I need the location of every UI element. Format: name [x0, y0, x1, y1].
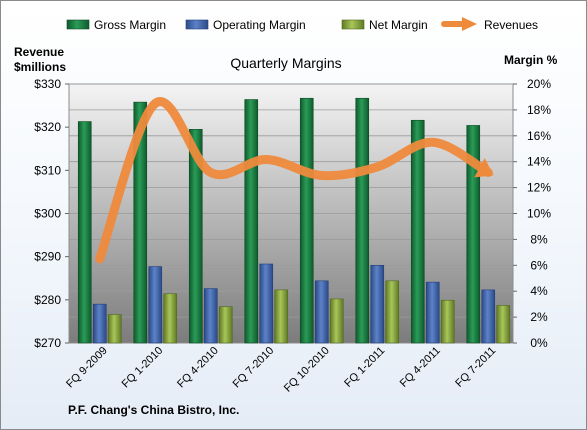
legend-operating-margin: Operating Margin: [213, 18, 306, 32]
y-right-tick-label: 0%: [530, 336, 548, 350]
net-margin-bar: [107, 314, 122, 344]
x-category-label: FQ 9-2009: [64, 345, 110, 391]
y-right-tick-label: 20%: [527, 77, 551, 91]
bars: [77, 97, 511, 344]
y-left-tick-label: $280: [34, 293, 61, 307]
operating-margin-bar: [314, 280, 329, 344]
y-right-tick-label: 16%: [527, 129, 551, 143]
operating-margin-bar: [203, 288, 218, 344]
y-left-tick-label: $290: [34, 250, 61, 264]
company-name: P.F. Chang's China Bistro, Inc.: [68, 403, 239, 417]
net-margin-bar: [274, 289, 289, 344]
legend-gross-margin: Gross Margin: [94, 18, 166, 32]
gross-margin-bar: [410, 119, 425, 344]
gross-margin-bar: [244, 99, 259, 344]
net-margin-bar: [163, 293, 178, 344]
operating-margin-bar: [370, 264, 385, 344]
revenue-line: [95, 97, 494, 264]
x-category-labels: FQ 9-2009 FQ 1-2010 FQ 4-2010 FQ 7-2010 FQ 1…: [64, 345, 498, 395]
legend-revenues: Revenues: [484, 18, 538, 32]
net-margin-bar: [218, 306, 233, 344]
y-right-tick-label: 2%: [530, 310, 548, 324]
chart-title: Quarterly Margins: [230, 55, 341, 71]
gross-margin-bar: [466, 125, 481, 344]
gross-margin-bar: [133, 101, 148, 344]
gross-margin-bar: [77, 121, 92, 344]
x-category-label: FQ 4-2011: [398, 345, 443, 390]
y-right-title: Margin %: [504, 53, 558, 67]
operating-margin-bar: [481, 289, 496, 344]
x-category-label: FQ 10-2010: [282, 345, 332, 395]
legend-swatch-revenues: [441, 17, 477, 31]
y-left-tick-label: $330: [34, 77, 61, 91]
gross-margin-bar: [299, 97, 314, 344]
y-right-tick-label: 6%: [530, 258, 548, 272]
y-right-tick-label: 10%: [527, 207, 551, 221]
operating-margin-bar: [148, 266, 163, 344]
legend: Gross Margin Operating Margin Net Margin…: [66, 17, 538, 32]
y-right-tick-label: 18%: [527, 103, 551, 117]
x-category-label: FQ 1-2010: [120, 345, 166, 391]
operating-margin-bar: [92, 303, 107, 344]
y-right-tick-label: 14%: [527, 155, 551, 169]
y-left-ticks: $270 $280 $290 $300 $310 $320 $330: [34, 77, 69, 350]
net-margin-bar: [385, 280, 400, 344]
y-left-tick-label: $300: [34, 207, 61, 221]
operating-margin-bar: [259, 263, 274, 344]
legend-net-margin: Net Margin: [369, 18, 428, 32]
net-margin-bar: [329, 298, 344, 344]
x-category-label: FQ 1-2011: [342, 345, 387, 390]
y-right-ticks: 0% 2% 4% 6% 8% 10% 12% 14% 16% 18% 20%: [513, 77, 551, 350]
y-right-tick-label: 4%: [530, 284, 548, 298]
net-margin-bar: [440, 299, 455, 344]
legend-swatch-operating-margin: [185, 19, 209, 30]
gross-margin-bar: [355, 97, 370, 344]
gross-margin-bar: [188, 129, 203, 344]
operating-margin-bar: [425, 281, 440, 344]
net-margin-bar: [496, 305, 511, 344]
y-left-tick-label: $320: [34, 120, 61, 134]
y-left-tick-label: $270: [34, 336, 61, 350]
y-right-tick-label: 12%: [527, 181, 551, 195]
revenue-line-arrowhead: [474, 158, 494, 178]
x-category-label: FQ 7-2010: [231, 345, 277, 391]
legend-swatch-net-margin: [341, 19, 365, 30]
y-left-tick-label: $310: [34, 163, 61, 177]
y-left-title-line1: Revenue: [14, 45, 64, 59]
y-right-tick-label: 8%: [530, 232, 548, 246]
x-category-label: FQ 4-2010: [175, 345, 221, 391]
legend-swatch-gross-margin: [66, 19, 90, 30]
x-category-label: FQ 7-2011: [453, 345, 498, 390]
y-left-title-line2: $millions: [14, 60, 66, 74]
